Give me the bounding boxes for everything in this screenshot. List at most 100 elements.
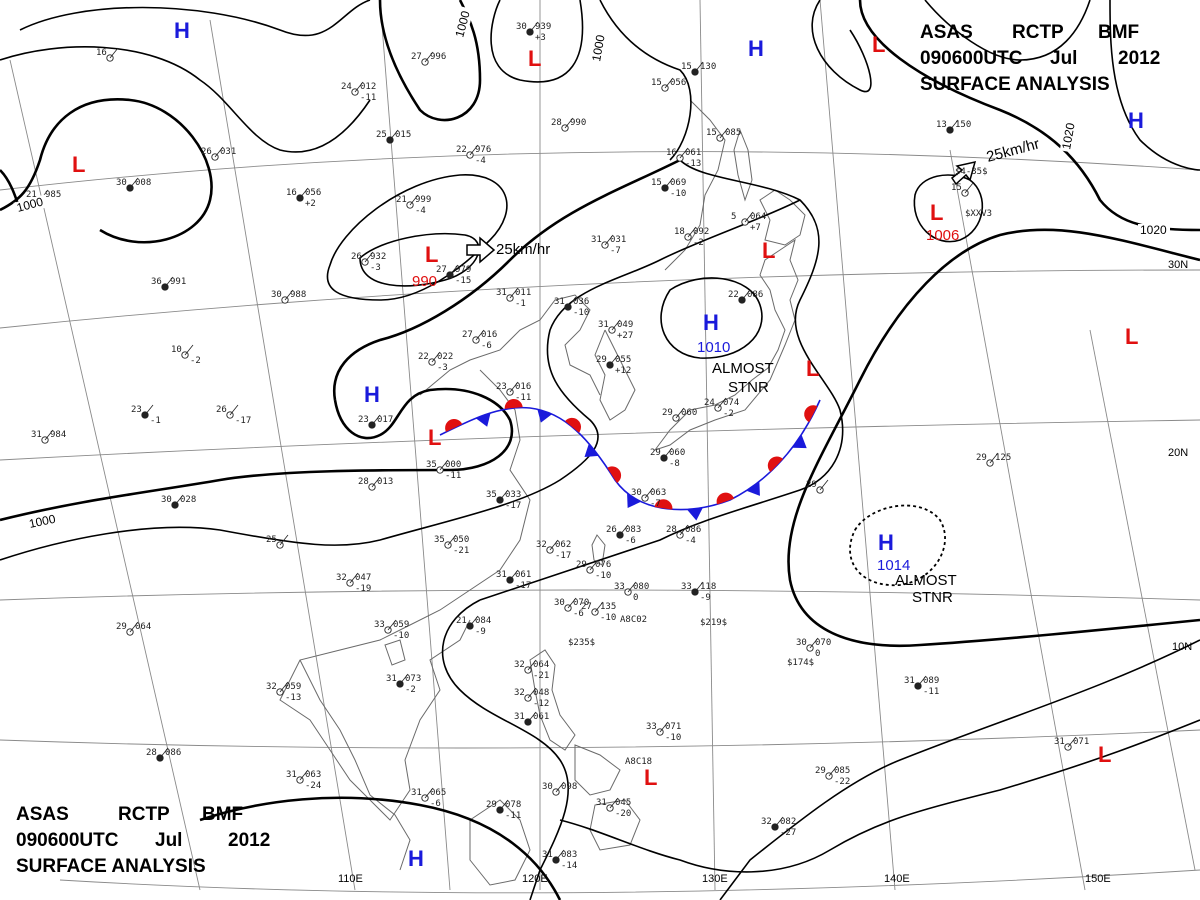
station-temperature: 29: [662, 408, 673, 418]
station-pressure: 031: [220, 147, 236, 157]
wind-barb-icon: [144, 404, 154, 416]
station-pressure: 070: [573, 598, 589, 608]
station-tendency: 0: [633, 593, 638, 603]
station-temperature: 30: [542, 782, 553, 792]
station-plot: 23 017: [358, 414, 393, 429]
station-temperature: 28: [551, 118, 562, 128]
station-tendency: -10: [573, 308, 589, 318]
title-product: SURFACE ANALYSIS: [920, 74, 1110, 95]
coastlines: [279, 99, 806, 886]
coastline-hainan: [384, 639, 406, 666]
station-pressure: 074: [723, 398, 739, 408]
station-tendency: -10: [393, 631, 409, 641]
station-pressure: 085: [725, 128, 741, 138]
station-pressure: 150: [955, 120, 971, 130]
station-plot: 16 061-13: [666, 147, 701, 169]
station-temperature: 29: [116, 622, 127, 632]
high-pressure-label: H: [174, 18, 190, 43]
wind-barb-icon: [529, 21, 539, 33]
wind-barb-icon: [809, 637, 819, 649]
wind-barb-icon: [663, 447, 673, 459]
isobar: [599, 0, 692, 161]
station-pressure: 130: [700, 62, 716, 72]
station-plot: 31 089-11: [904, 675, 939, 697]
meridian-line: [209, 19, 356, 891]
pressure-systems: H L H H L L L 990 H 1010 L L L 1006 L H …: [72, 18, 1144, 871]
wind-barb-icon: [174, 494, 184, 506]
warm-front-symbol: [504, 399, 523, 409]
station-temperature: 21: [456, 616, 467, 626]
station-plot: 31 061-17: [496, 569, 531, 591]
station-pressure: 049: [617, 320, 633, 330]
station-plot: 31 045-20: [596, 797, 631, 819]
station-pressure: 050: [453, 535, 469, 545]
wind-barb-icon: [604, 234, 614, 246]
station-pressure: 071: [665, 722, 681, 732]
station-pressure: 988: [290, 290, 306, 300]
station-pressure: 012: [360, 82, 376, 92]
station-plot: 32 048-12: [514, 687, 549, 709]
isobar: [719, 639, 1200, 900]
low-pressure-label: L: [930, 200, 943, 225]
cold-front-symbol: [746, 481, 760, 496]
warm-front-symbol: [565, 417, 581, 433]
station-pressure: 069: [670, 178, 686, 188]
wind-barb-icon: [644, 487, 654, 499]
wind-barb-icon: [609, 354, 619, 366]
station-plot: 29 060: [662, 407, 697, 422]
station-plot: 30 063-7: [631, 487, 666, 509]
station-pressure: 996: [430, 52, 446, 62]
station-tendency: -3: [370, 263, 381, 273]
annotations: 25km/hr 25km/hr ALMOST STNR ALMOST STNR: [496, 135, 1041, 606]
station-plot: 15 056: [651, 77, 686, 92]
station-tendency: -13: [285, 693, 301, 703]
station-tendency: -22: [834, 777, 850, 787]
station-temperature: 31: [598, 320, 609, 330]
station-tendency: -21: [533, 671, 549, 681]
wind-barb-icon: [109, 47, 119, 59]
station-plot: 28 086: [146, 747, 181, 762]
station-temperature: 29: [650, 448, 661, 458]
wind-barb-icon: [774, 816, 784, 828]
station-pressure: 055: [615, 355, 631, 365]
station-temperature: 15: [651, 178, 662, 188]
station-temperature: 26: [351, 252, 362, 262]
station-plot: 21 084-9: [456, 615, 491, 637]
station-temperature: 31: [514, 712, 525, 722]
lon-label: 140E: [884, 873, 910, 885]
coastline-indochina: [299, 659, 411, 871]
station-plot: 25 015: [376, 129, 411, 144]
motion-arrow-icon: [950, 160, 977, 186]
station-plot: 33 071-10: [646, 721, 681, 743]
station-plot: 16 056+2: [286, 187, 321, 209]
station-plot: 30 008: [116, 177, 151, 192]
station-coded-group: A8C18: [625, 757, 652, 767]
wind-barb-icon: [469, 615, 479, 627]
station-temperature: 26: [201, 147, 212, 157]
title-month: Jul: [1050, 48, 1077, 69]
station-pressure: 085: [834, 766, 850, 776]
cold-front-symbol: [686, 507, 703, 521]
station-pressure: 015: [395, 130, 411, 140]
station-temperature: 29: [596, 355, 607, 365]
station-tendency: -2: [405, 685, 416, 695]
station-pressure: 064: [750, 212, 766, 222]
station-plot: 27 979-15: [436, 264, 471, 286]
isobar-label: 1000: [452, 9, 473, 39]
station-temperature: 13: [936, 120, 947, 130]
low-pressure-label: L: [872, 32, 885, 57]
station-tendency: -4: [685, 536, 696, 546]
station-temperature: 27: [436, 265, 447, 275]
station-temperature: 33: [374, 620, 385, 630]
station-temperature: 5: [731, 212, 736, 222]
station-temperature: 31: [496, 570, 507, 580]
wind-barb-icon: [567, 296, 577, 308]
wind-barb-icon: [964, 182, 974, 194]
station-pressure: 022: [437, 352, 453, 362]
wind-barb-icon: [475, 329, 485, 341]
station-tendency: -6: [430, 799, 441, 809]
isobar: [199, 796, 562, 900]
station-plot: 31 036-10: [554, 296, 589, 318]
station-pressure: 061: [685, 148, 701, 158]
station-tendency: -10: [665, 733, 681, 743]
